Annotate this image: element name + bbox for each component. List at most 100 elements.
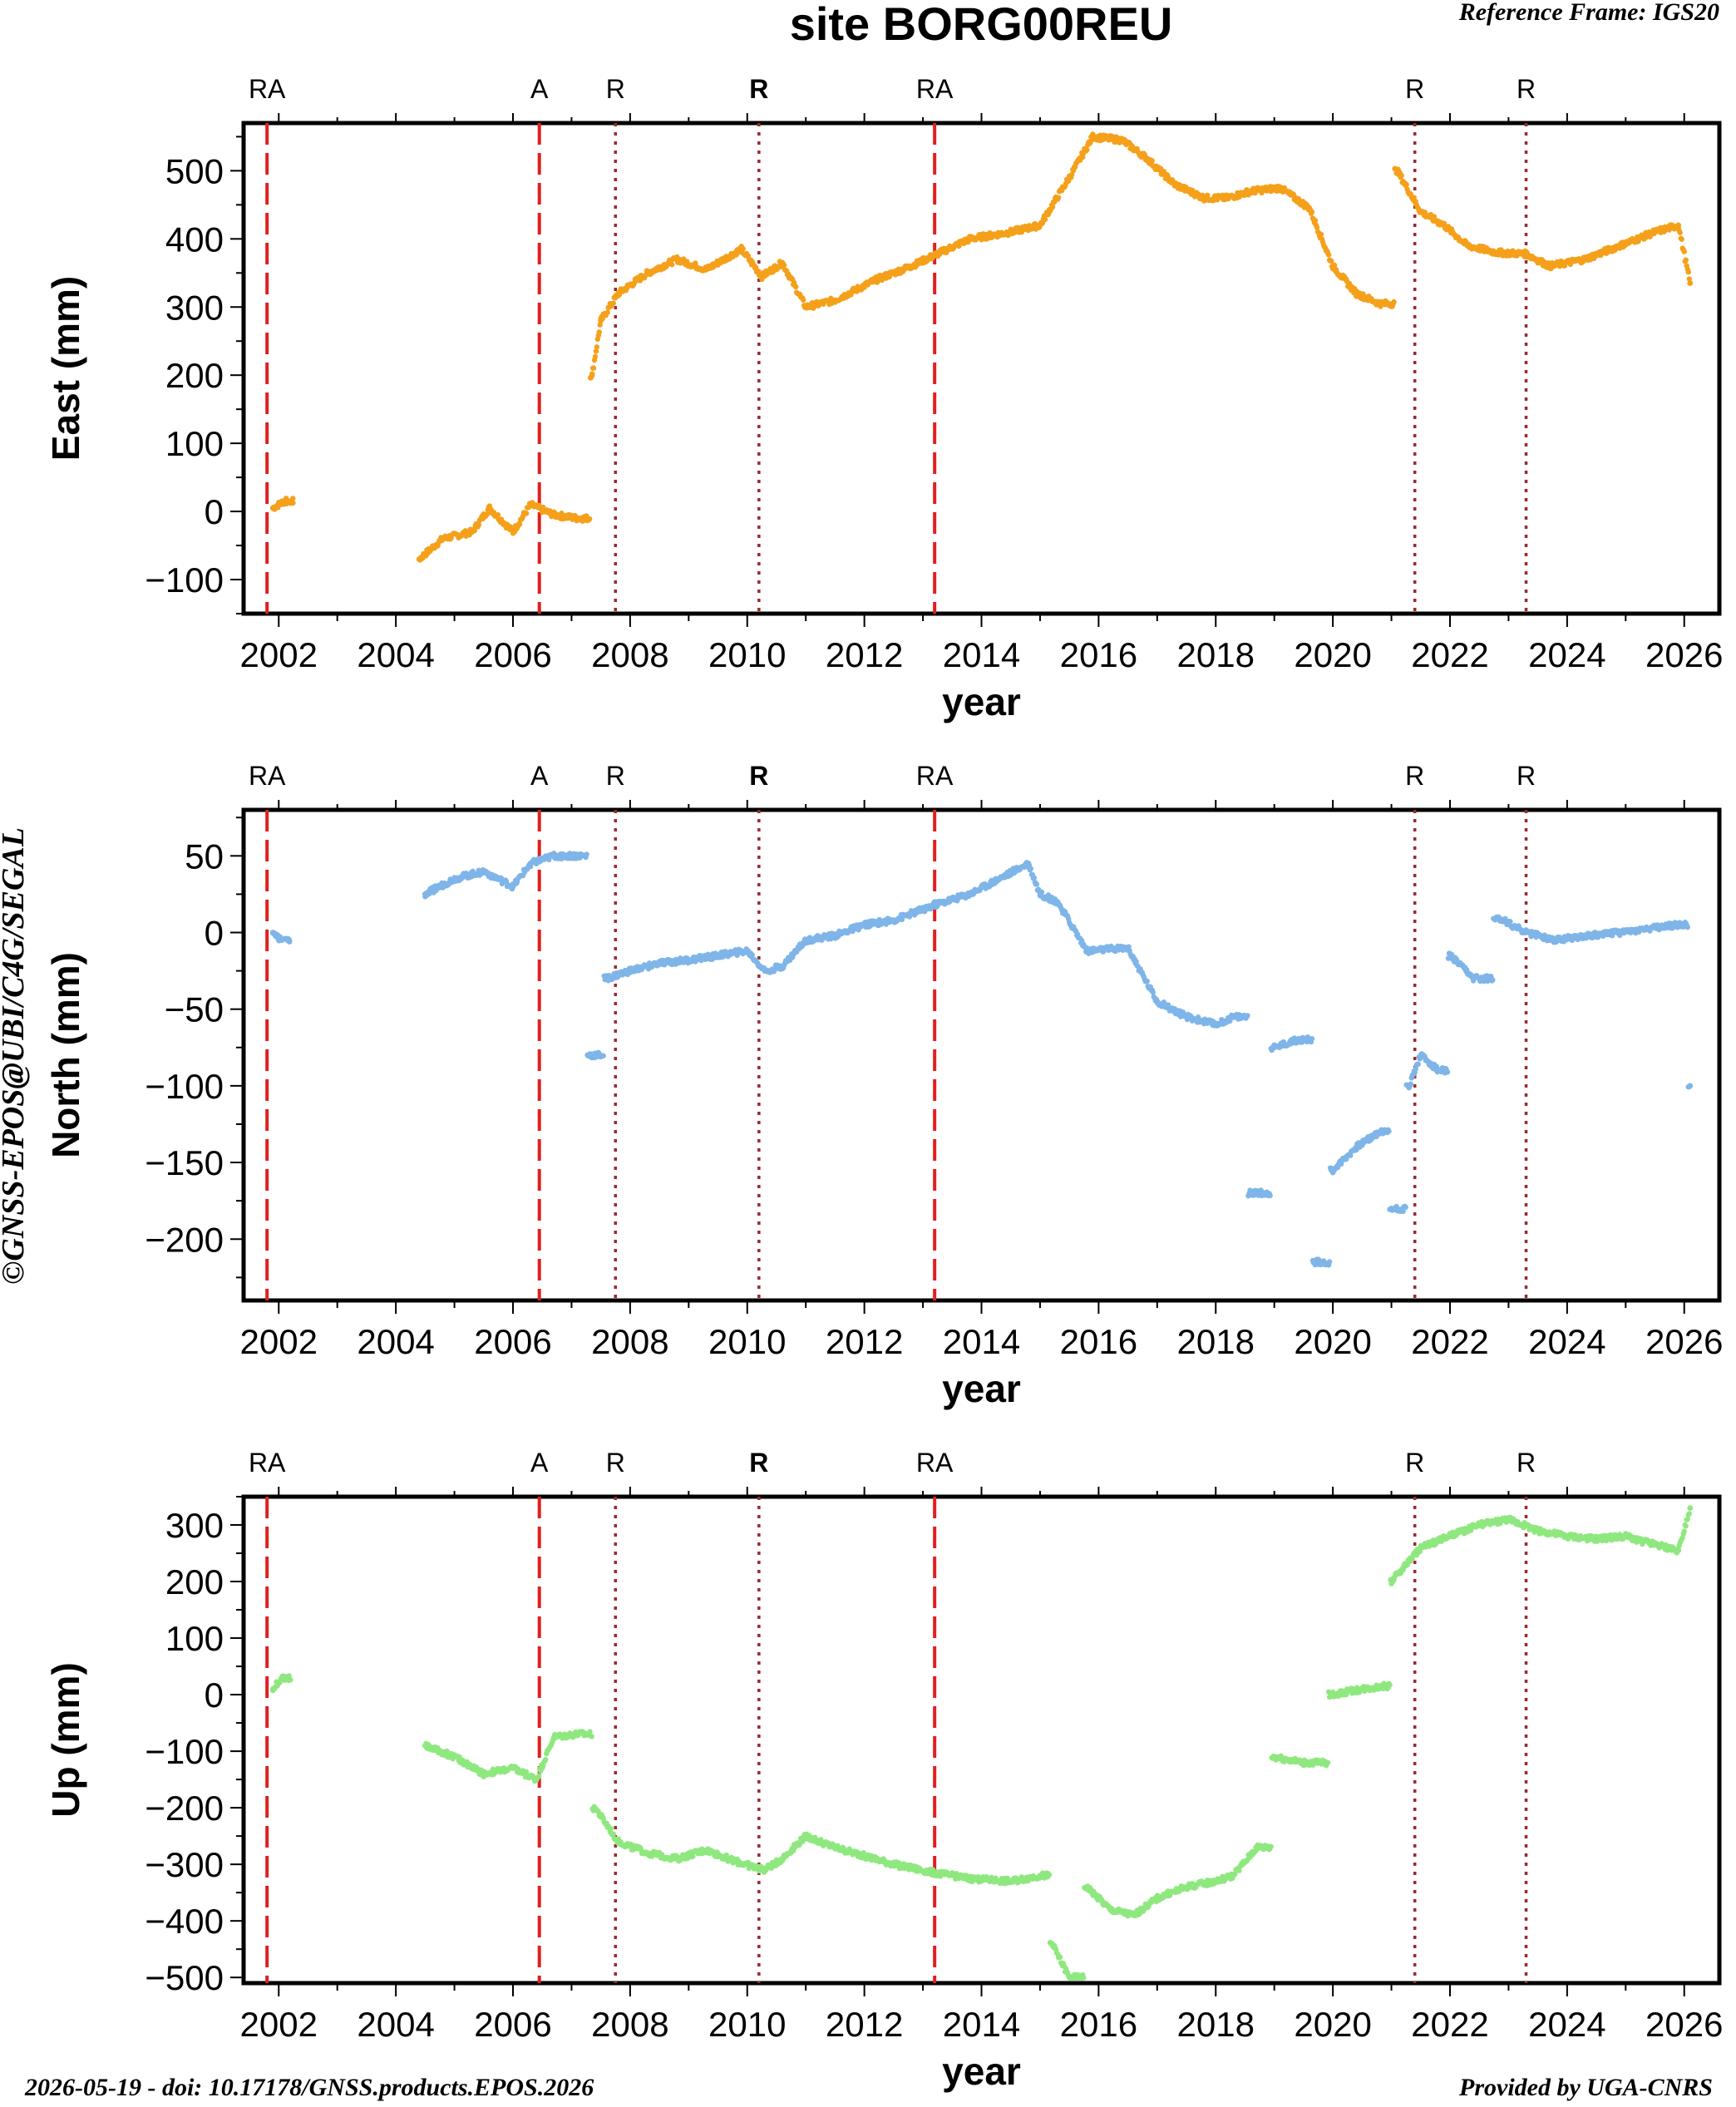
north-data-point [1245,1013,1250,1019]
north-data-point [931,901,938,908]
north-data-point [269,930,276,935]
east-data-point [802,303,809,310]
up-event-label: R [606,1448,625,1478]
north-data-point [1248,1190,1254,1197]
east-data-point [1295,195,1302,202]
east-data-point [1418,209,1424,215]
footer-provider: Provided by UGA-CNRS [1458,2074,1713,2101]
east-data-point [589,372,595,378]
east-event-label: RA [916,74,954,104]
north-data-point [422,891,428,897]
east-data-point [1055,195,1062,200]
footer-doi: 2026-05-19 - doi: 10.17178/GNSS.products… [24,2074,594,2101]
north-data-point [1230,1014,1236,1020]
east-event-label: R [606,74,625,104]
east-plot-frame [241,121,1722,616]
east-panel: 2002 2004 2006 2008 2010 2012 2014 2016 2018 2020… [44,74,1723,723]
north-data-point [1377,1128,1383,1135]
east-x-tick-label: 2004 [357,635,434,674]
north-data-point [996,876,1003,882]
north-data-point [575,852,580,859]
east-data-point [1008,229,1014,235]
east-data-point [495,511,501,518]
east-data-point [598,318,604,324]
north-event-label: RA [916,761,954,791]
east-data-point [1042,216,1048,223]
up-x-tick-label: 2018 [1177,2005,1255,2044]
east-data-point [1546,263,1553,269]
east-x-tick-label: 2008 [591,635,668,674]
east-data-point [281,498,288,505]
north-data-point [1415,1061,1421,1068]
up-data-point [1268,1843,1274,1850]
figure-title: site BORG00REU [790,0,1173,50]
east-data-point [1224,195,1230,201]
north-y-tick-label: 0 [205,914,224,953]
east-data-point [1652,229,1658,235]
north-data-point [1552,937,1559,944]
north-data-point [481,868,487,875]
north-panel: 2002 2004 2006 2008 2010 2012 2014 2016 2018 2020… [44,761,1723,1410]
east-y-axis-label: East (mm) [44,276,87,461]
east-data-point [510,529,516,535]
east-y-tick-label: −100 [145,560,224,600]
north-data-point [1400,1208,1406,1215]
north-data-point [1031,875,1038,881]
north-data-point [1353,1144,1359,1151]
east-x-tick-label: 2020 [1294,635,1371,674]
east-y-tick-label: 200 [165,356,224,395]
east-data-point [1686,276,1692,282]
north-data-point [1295,1037,1301,1043]
east-x-tick-label: 2006 [474,635,551,674]
north-data-point [685,957,692,964]
north-y-tick-label: −150 [145,1143,224,1182]
north-data-point [899,916,905,923]
up-x-tick-label: 2008 [591,2005,668,2044]
east-data-point [1683,257,1689,263]
east-data-point [1165,174,1171,180]
reference-frame-label: Reference Frame: IGS20 [1458,0,1719,26]
east-data-point [1677,229,1683,235]
east-data-points [269,131,1694,563]
east-data-point [1084,146,1090,153]
east-x-tick-label: 2018 [1177,635,1255,674]
north-data-point [1037,891,1043,897]
north-event-label: A [530,761,549,791]
east-data-point [1314,225,1320,230]
north-data-point [1125,945,1131,951]
east-x-tick-label: 2014 [943,635,1020,674]
east-data-point [792,284,799,290]
north-x-tick-label: 2020 [1294,1322,1371,1361]
north-data-point [1581,932,1588,939]
north-data-point [1309,1036,1315,1042]
east-data-point [1679,236,1684,242]
north-data-point [762,968,768,974]
east-data-point [1277,185,1284,191]
north-data-point [1470,975,1477,982]
north-x-tick-label: 2002 [240,1322,318,1361]
east-data-point [1080,154,1086,160]
east-data-point [575,515,580,521]
up-x-tick-label: 2020 [1294,2005,1371,2044]
east-data-point [484,511,491,517]
north-data-point [1154,999,1161,1004]
north-event-label: RA [249,761,286,791]
east-data-point [486,505,493,511]
east-data-point [1441,222,1447,229]
north-data-point [832,932,838,939]
north-x-tick-label: 2026 [1645,1322,1723,1361]
north-x-tick-label: 2016 [1060,1322,1137,1361]
north-data-point [1028,866,1034,871]
east-data-point [615,290,622,297]
up-data-point [1387,1682,1393,1688]
north-y-tick-label: 50 [185,836,224,876]
panels-group: 2002 2004 2006 2008 2010 2012 2014 2016 2018 2020… [44,74,1723,2093]
east-data-point [1312,218,1319,224]
up-x-tick-label: 2014 [943,2005,1020,2044]
north-data-point [586,1052,592,1058]
north-x-tick-label: 2014 [943,1322,1020,1361]
east-data-point [1403,181,1409,188]
east-data-point [1329,263,1336,269]
east-data-point [1398,172,1404,179]
